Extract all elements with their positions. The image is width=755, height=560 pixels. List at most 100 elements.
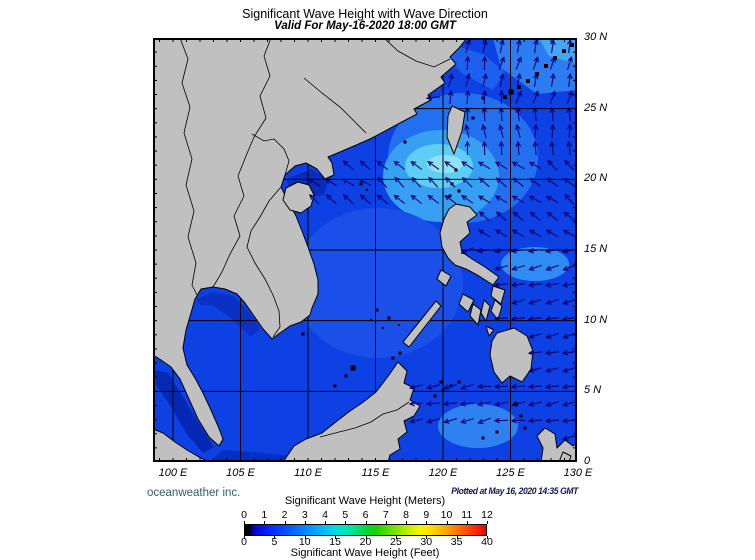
wave-arrow: [324, 178, 338, 187]
wave-arrow: [448, 73, 454, 87]
islet: [481, 96, 485, 100]
wave-arrow: [425, 95, 441, 101]
wave-arrow: [561, 248, 577, 254]
wave-arrow: [549, 123, 556, 139]
country-border: [383, 37, 451, 68]
wave-arrow: [544, 417, 560, 424]
islet: [370, 319, 372, 321]
islet: [366, 189, 368, 191]
wave-arrow: [410, 194, 422, 204]
islet: [398, 351, 402, 355]
wave-arrow: [512, 177, 524, 188]
wave-arrow: [495, 177, 507, 188]
wave-arrow: [447, 89, 454, 105]
wave-arrow: [561, 350, 576, 356]
wave-arrow: [562, 229, 576, 238]
wave-arrow: [515, 124, 521, 138]
wave-arrow: [498, 140, 505, 156]
wave-arrow: [409, 384, 423, 390]
lat-label-5n: 5 N: [584, 384, 602, 397]
wave-arrow: [527, 316, 543, 322]
wave-arrow: [477, 195, 491, 204]
wave-arrow: [527, 350, 543, 356]
wave-arrow: [562, 264, 576, 271]
islet: [508, 89, 514, 95]
wave-arrow: [529, 177, 541, 188]
wave-arrow: [411, 176, 422, 188]
wave-arrow: [499, 38, 505, 54]
lon-label-110e: 110 E: [294, 467, 322, 479]
islet: [375, 308, 379, 312]
map-frame: [152, 37, 578, 463]
wave-arrow: [544, 316, 559, 322]
wave-arrow: [527, 282, 542, 288]
wave-arrow: [308, 194, 320, 205]
lon-label-125e: 125 E: [496, 467, 525, 479]
land-hainan: [282, 181, 315, 214]
wave-arrow: [444, 194, 457, 204]
legend-feet-value: 30: [420, 536, 433, 548]
wave-arrow: [427, 194, 440, 204]
wave-arrow: [549, 90, 556, 104]
wave-arrow: [516, 38, 522, 53]
wave-arrow: [460, 247, 474, 254]
wave-arrow: [532, 56, 539, 70]
wave-arrow: [464, 140, 471, 156]
plotted-at-text: Plotted at May 16, 2020 14:35 GMT: [451, 486, 578, 496]
country-border: [303, 77, 367, 134]
wave-arrow: [510, 282, 526, 288]
wave-arrow: [465, 73, 471, 87]
legend-feet-tickmark: [426, 536, 428, 539]
legend-meters-value: 12: [481, 509, 493, 521]
wave-arrow: [527, 383, 543, 390]
legend-meters-value: 8: [403, 509, 409, 521]
islet: [517, 85, 521, 89]
legend-meters-value: 3: [301, 509, 308, 521]
wave-arrow: [549, 56, 556, 70]
wave-arrow: [511, 264, 525, 271]
wave-arrow: [544, 282, 559, 288]
wave-arrow: [567, 72, 573, 87]
wave-arrow: [425, 400, 441, 407]
wave-arrow: [545, 229, 559, 238]
legend-feet-tickmark: [335, 536, 337, 539]
wave-arrow: [562, 366, 576, 373]
wave-arrow: [342, 160, 354, 171]
wave-arrow: [394, 176, 405, 188]
country-border: [319, 401, 410, 438]
land-palawan: [402, 300, 442, 348]
land-mindoro: [436, 269, 452, 287]
legend-meters-value: 0: [241, 509, 247, 521]
lat-label-15n: 15 N: [584, 243, 608, 255]
wave-height-patch: [155, 370, 214, 453]
wave-arrow: [566, 56, 573, 70]
wave-arrow: [550, 38, 556, 53]
wave-arrow: [533, 38, 539, 53]
islet: [350, 365, 356, 371]
land-borneo: [282, 361, 421, 463]
islet: [382, 327, 384, 329]
wave-arrow: [547, 159, 558, 171]
islet: [387, 316, 391, 320]
legend-meters-tickmark: [426, 521, 428, 524]
legend-feet-value: 20: [359, 536, 372, 548]
wave-arrow: [426, 384, 440, 390]
islet: [441, 388, 445, 392]
wave-arrow: [566, 90, 573, 104]
wave-arrow: [562, 435, 576, 441]
lat-label-20n: 20 N: [584, 172, 608, 185]
lat-label-10n: 10 N: [584, 313, 608, 326]
legend-feet-tickmark: [456, 536, 458, 539]
wave-arrow: [532, 90, 539, 104]
legend-meters-tickmark: [487, 521, 488, 524]
wave-arrow: [561, 282, 576, 288]
wave-arrow: [528, 333, 542, 339]
land-samar: [490, 285, 506, 305]
wave-arrow: [498, 106, 505, 122]
wave-height-patch: [443, 42, 505, 90]
wave-arrow: [528, 401, 542, 407]
wave-height-patch: [197, 292, 260, 337]
islet: [503, 95, 507, 99]
legend-feet-value: 35: [450, 536, 463, 548]
